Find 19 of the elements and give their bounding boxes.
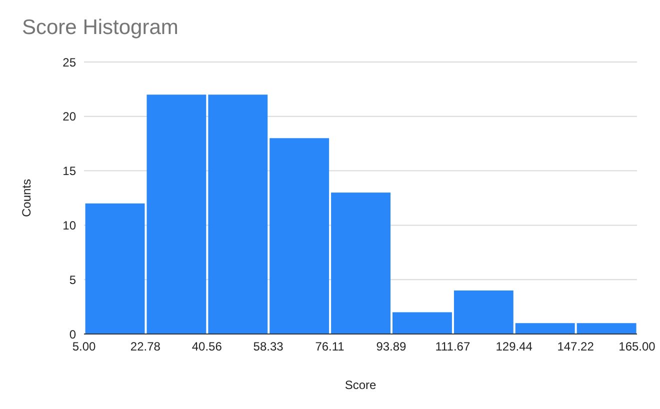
y-tick-label: 15 <box>62 164 76 178</box>
x-tick-label: 40.56 <box>192 340 222 354</box>
y-tick-label: 10 <box>62 218 76 232</box>
x-axis-title: Score <box>344 378 376 392</box>
x-tick-label: 165.00 <box>618 340 656 354</box>
x-tick-label: 111.67 <box>435 340 470 354</box>
y-tick-label: 25 <box>62 55 76 70</box>
y-axis-title: Counts <box>19 178 34 218</box>
x-tick-label: 58.33 <box>253 340 284 354</box>
x-tick-label: 93.89 <box>376 340 407 354</box>
x-tick-label: 5.00 <box>72 340 96 354</box>
chart-title: Score Histogram <box>22 16 178 40</box>
x-tick-label: 76.11 <box>315 340 345 354</box>
x-tick-label: 22.78 <box>130 340 161 354</box>
y-tick-label: 5 <box>69 272 76 287</box>
x-tick-label: 147.22 <box>557 340 594 354</box>
x-tick-label: 129.44 <box>496 340 533 354</box>
y-tick-label: 0 <box>69 327 76 342</box>
y-tick-label: 20 <box>62 110 76 124</box>
